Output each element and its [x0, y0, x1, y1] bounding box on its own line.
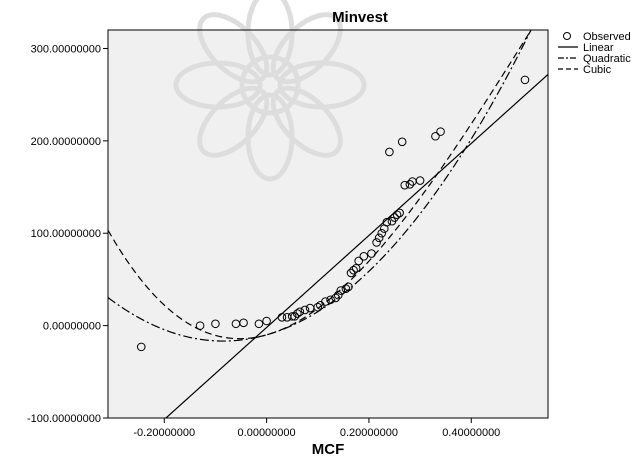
- observed-point: [293, 309, 302, 318]
- observed-point: [415, 176, 425, 185]
- observed-point: [436, 127, 445, 136]
- observed-point: [326, 295, 335, 305]
- observed-point: [321, 297, 330, 306]
- observed-point: [290, 312, 300, 321]
- observed-point: [377, 228, 387, 238]
- observed-point: [136, 342, 146, 352]
- observed-point: [346, 268, 356, 278]
- observed-point: [195, 321, 205, 330]
- observed-point: [390, 213, 399, 222]
- x-axis-label: MCF: [312, 441, 345, 458]
- plot-frame: [107, 29, 549, 419]
- quadratic-fit-line: [108, 30, 532, 342]
- observed-point: [336, 286, 346, 295]
- fit-lines: [108, 30, 548, 418]
- observed-points: [136, 75, 530, 352]
- y-tick-label: -100.00000000: [27, 413, 101, 425]
- observed-point: [331, 293, 340, 303]
- x-tick-label: -0.20000000: [133, 427, 195, 439]
- observed-point: [262, 316, 271, 326]
- x-tick-label: 0.00000000: [238, 427, 296, 439]
- observed-point: [333, 290, 343, 300]
- observed-point: [211, 319, 220, 329]
- observed-point: [300, 305, 310, 315]
- y-tick-label: 100.00000000: [31, 228, 101, 240]
- y-axis: -100.00000000 0.00000000 100.00000000 200.0…: [27, 43, 108, 425]
- chart-title: Minvest: [332, 9, 388, 26]
- legend-marker: [563, 32, 571, 40]
- observed-point: [392, 210, 402, 220]
- observed-point: [277, 313, 287, 322]
- observed-point: [313, 302, 323, 312]
- watermark-petal: [270, 12, 343, 85]
- y-tick-label: 0.00000000: [43, 321, 101, 333]
- observed-point: [395, 208, 404, 218]
- observed-point: [254, 319, 264, 329]
- observed-point: [520, 75, 530, 85]
- observed-point: [344, 282, 353, 292]
- observed-point: [351, 264, 361, 273]
- observed-point: [354, 256, 363, 266]
- observed-point: [374, 233, 384, 243]
- x-tick-label: 0.40000000: [442, 427, 500, 439]
- legend-label: Quadratic: [583, 53, 631, 65]
- x-tick-label: 0.20000000: [340, 427, 398, 439]
- observed-point: [405, 179, 415, 189]
- y-tick-label: 200.00000000: [31, 136, 101, 148]
- legend-label: Linear: [583, 42, 614, 54]
- x-axis: -0.20000000 0.00000000 0.20000000 0.4000000…: [133, 418, 500, 439]
- observed-point: [359, 252, 369, 261]
- observed-point: [372, 238, 381, 247]
- watermark: [173, 0, 367, 182]
- observed-point: [431, 131, 440, 141]
- observed-point: [367, 249, 376, 258]
- y-tick-label: 300.00000000: [31, 43, 101, 55]
- observed-point: [385, 147, 394, 157]
- observed-point: [239, 318, 248, 328]
- observed-point: [397, 137, 407, 147]
- observed-point: [295, 307, 305, 317]
- observed-point: [400, 180, 410, 190]
- linear-fit-line: [165, 73, 548, 418]
- legend-label: Observed: [583, 31, 631, 43]
- legend-label: Cubic: [583, 64, 612, 76]
- observed-point: [349, 265, 358, 275]
- observed-point: [287, 312, 297, 321]
- observed-point: [382, 217, 392, 227]
- observed-point: [341, 284, 351, 293]
- cubic-fit-line: [108, 30, 532, 340]
- watermark-center: [239, 54, 301, 116]
